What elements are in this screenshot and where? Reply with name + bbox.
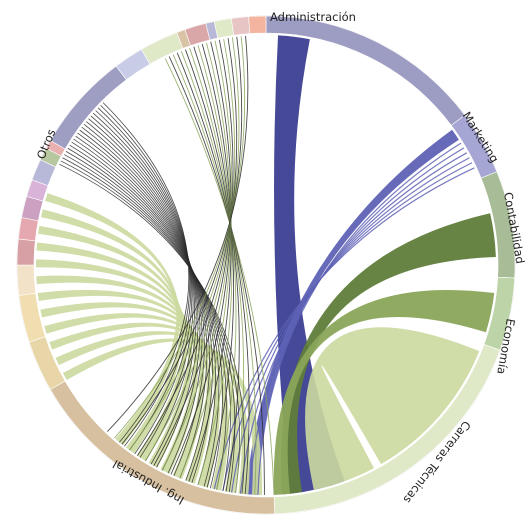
segment-minor: [18, 217, 39, 242]
link-top: [164, 58, 275, 495]
link-top: [180, 50, 245, 494]
ribbon-economia: [273, 289, 495, 495]
link-top: [168, 56, 265, 495]
link-top: [188, 43, 232, 482]
segment-minor: [45, 140, 66, 157]
ribbons: [36, 35, 496, 495]
link-top: [107, 35, 249, 432]
link-top: [137, 38, 238, 456]
link-marketing: [239, 152, 468, 494]
segment-minor: [213, 18, 235, 39]
link-top: [179, 42, 232, 479]
segment-minor: [16, 238, 36, 266]
ribbon-tecnicas-self: [305, 327, 480, 490]
segment-minor: [16, 264, 37, 296]
link-top: [114, 36, 246, 439]
link-otros: [64, 154, 231, 492]
ring-segments: [16, 15, 516, 515]
link-top: [172, 54, 257, 495]
link-top: [185, 49, 240, 492]
link-marketing: [257, 142, 462, 495]
link-otros: [73, 138, 213, 483]
link-top: [189, 47, 237, 490]
label-administracion: Administración: [270, 10, 356, 24]
link-marketing: [248, 147, 465, 495]
link-top: [121, 36, 243, 445]
link-top: [170, 41, 232, 475]
link-top: [193, 46, 235, 488]
segment-minor: [141, 32, 184, 65]
link-top: [145, 38, 236, 462]
link-marketing: [222, 162, 473, 492]
link-otros: [60, 160, 240, 494]
link-top: [161, 40, 233, 471]
link-otros: [69, 144, 220, 487]
link-top: [129, 37, 240, 451]
link-top: [153, 39, 234, 466]
link-otros: [71, 141, 216, 485]
link-otros: [102, 102, 190, 443]
ribbon-contabilidad: [280, 213, 496, 495]
segment-minor: [248, 15, 267, 34]
link-marketing: [213, 167, 475, 490]
link-top: [176, 52, 250, 495]
segment-minor: [231, 16, 251, 36]
link-top: [197, 45, 233, 485]
ribbon-tecnicas-left: [49, 322, 239, 493]
